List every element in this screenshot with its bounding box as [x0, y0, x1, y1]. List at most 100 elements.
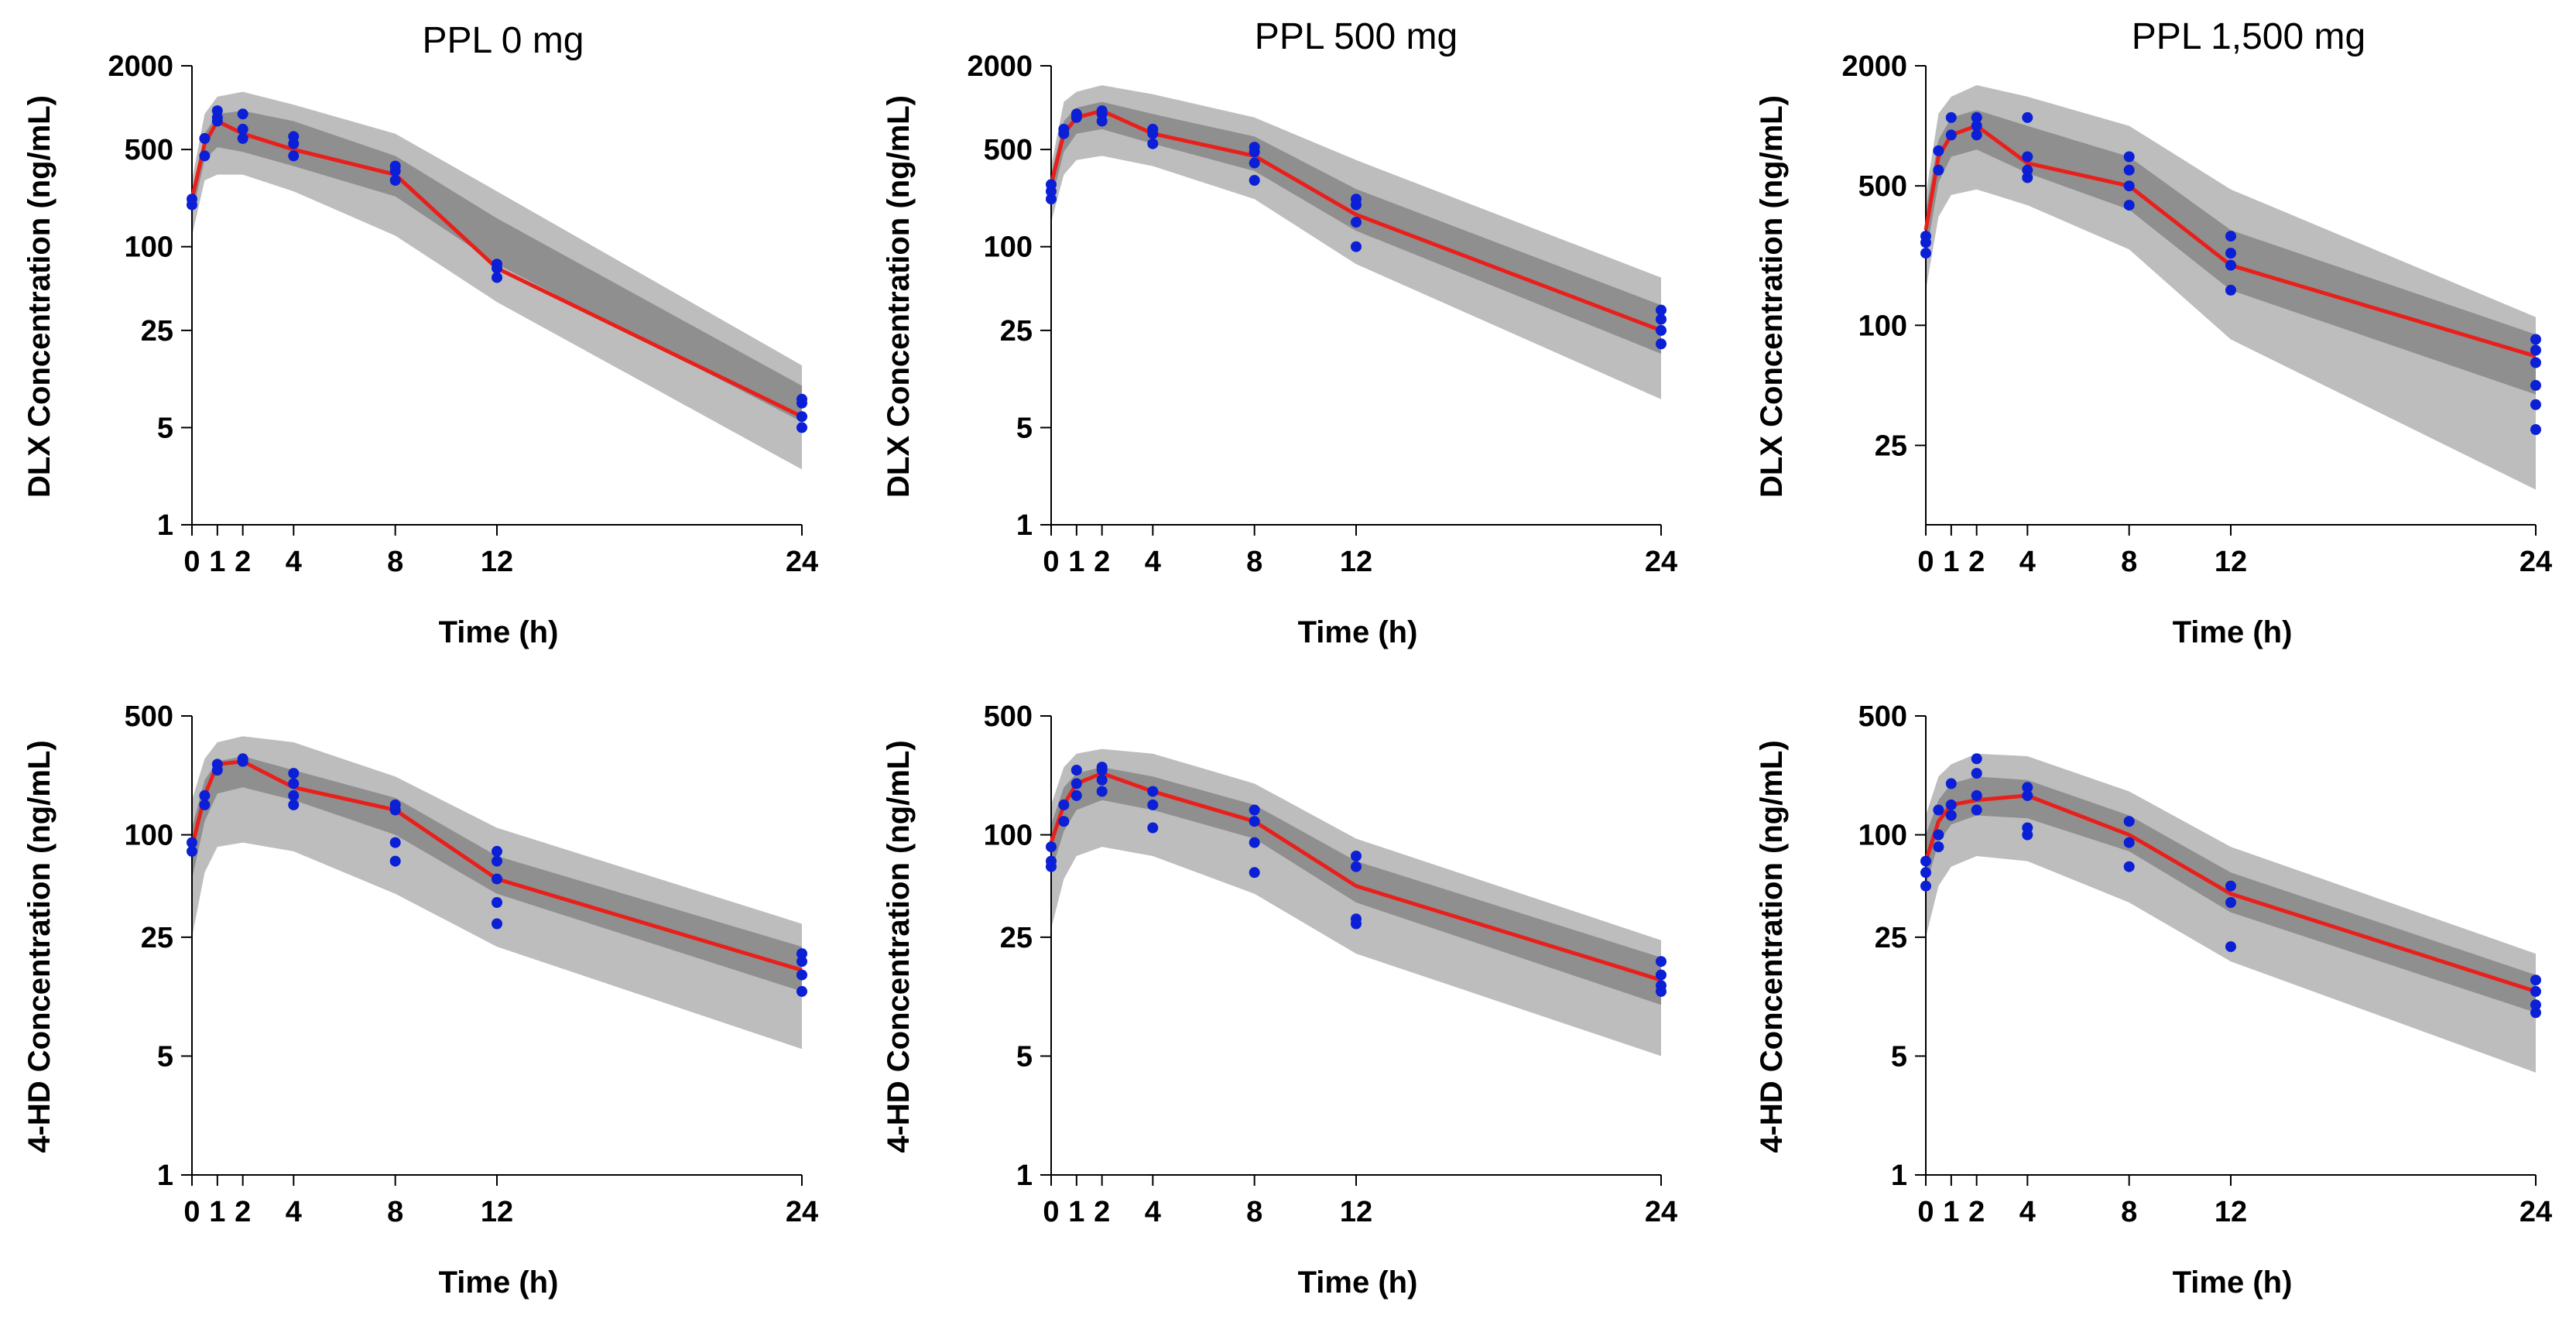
x-tick-label: 12: [481, 1196, 513, 1228]
observed-point: [1070, 765, 1082, 776]
observed-point: [2225, 897, 2236, 908]
observed-point: [2530, 334, 2541, 345]
x-tick-label: 2: [1968, 546, 1985, 578]
observed-point: [389, 175, 401, 186]
observed-point: [1249, 867, 1260, 878]
observed-point: [389, 799, 401, 810]
observed-point: [1096, 105, 1108, 117]
observed-point: [1933, 145, 1944, 156]
observed-point: [1058, 123, 1070, 135]
x-tick-label: 24: [1645, 1196, 1677, 1228]
x-tick-label: 1: [1943, 1196, 1959, 1228]
observed-point: [2022, 789, 2033, 801]
observed-point: [187, 837, 197, 848]
observed-point: [2225, 231, 2236, 242]
panel-title: PPL 500 mg: [1255, 16, 1458, 57]
y-tick-label: 1: [1016, 1159, 1033, 1192]
x-tick-label: 0: [183, 546, 200, 578]
x-tick-label: 2: [235, 546, 251, 578]
x-tick-label: 4: [1145, 546, 1161, 578]
x-tick-label: 24: [1645, 546, 1677, 578]
observed-point: [1351, 194, 1362, 205]
x-axis-label: Time (h): [439, 1265, 559, 1300]
observed-point: [1096, 762, 1108, 773]
observed-point: [211, 115, 223, 127]
observed-point: [389, 160, 401, 172]
y-tick-label: 500: [1858, 170, 1907, 203]
observed-point: [288, 778, 300, 789]
y-tick-label: 500: [125, 700, 173, 733]
observed-point: [2022, 782, 2033, 793]
observed-point: [2123, 861, 2135, 872]
observed-point: [1249, 804, 1260, 816]
observed-point: [1945, 799, 1957, 810]
observed-point: [2022, 172, 2033, 183]
observed-point: [1249, 816, 1260, 827]
y-tick-label: 2000: [1841, 50, 1907, 83]
y-tick-label: 1: [1891, 1159, 1907, 1192]
observed-point: [2530, 357, 2541, 368]
observed-point: [187, 845, 197, 857]
observed-point: [2022, 164, 2033, 176]
y-tick-label: 5: [1016, 412, 1033, 444]
x-tick-label: 0: [183, 1196, 200, 1228]
observed-point: [2123, 200, 2135, 211]
y-tick-label: 500: [1858, 700, 1907, 733]
y-tick-label: 1: [157, 1159, 173, 1192]
y-tick-label: 1: [1016, 509, 1033, 542]
observed-point: [1945, 111, 1957, 123]
observed-point: [2225, 259, 2236, 271]
y-axis-label: 4-HD Concentration (ng/mL): [1755, 740, 1789, 1152]
x-tick-label: 12: [1340, 546, 1372, 578]
x-tick-label: 12: [481, 546, 513, 578]
y-tick-label: 100: [125, 820, 173, 852]
observed-point: [2225, 880, 2236, 892]
x-tick-label: 1: [1943, 546, 1959, 578]
observed-point: [1656, 304, 1667, 316]
observed-point: [199, 132, 211, 144]
observed-point: [1971, 129, 1982, 141]
observed-point: [288, 768, 300, 779]
y-axis-label: DLX Concentration (ng/mL): [882, 95, 916, 498]
y-tick-label: 500: [984, 700, 1033, 733]
x-tick-label: 1: [1068, 1196, 1084, 1228]
y-tick-label: 2000: [108, 50, 173, 83]
observed-point: [1945, 810, 1957, 821]
observed-point: [1351, 217, 1362, 228]
observed-point: [211, 105, 223, 117]
x-tick-label: 24: [2519, 1196, 2552, 1228]
observed-point: [1147, 786, 1159, 797]
observed-point: [796, 985, 807, 997]
observed-point: [1656, 969, 1667, 981]
x-tick-label: 4: [2019, 546, 2036, 578]
observed-point: [2022, 111, 2033, 123]
y-tick-label: 5: [1016, 1040, 1033, 1073]
observed-point: [1971, 804, 1982, 816]
observed-point: [2530, 379, 2541, 391]
y-tick-label: 100: [984, 820, 1033, 852]
observed-point: [1971, 768, 1982, 779]
x-axis-label: Time (h): [2173, 615, 2293, 649]
observed-point: [1096, 774, 1108, 786]
observed-point: [2123, 180, 2135, 192]
observed-point: [1351, 241, 1362, 252]
y-axis-label: 4-HD Concentration (ng/mL): [22, 740, 57, 1152]
x-tick-label: 4: [286, 546, 302, 578]
observed-median-line: [1923, 793, 2537, 994]
observed-point: [492, 897, 502, 908]
observed-point: [1933, 804, 1944, 816]
x-tick-label: 8: [2121, 546, 2137, 578]
observed-point: [1046, 179, 1057, 190]
observed-point: [2530, 424, 2541, 435]
observed-point: [796, 956, 807, 968]
x-tick-label: 1: [209, 1196, 225, 1228]
observed-point: [1070, 778, 1082, 789]
x-tick-label: 12: [2215, 546, 2247, 578]
observed-point: [1046, 194, 1057, 205]
